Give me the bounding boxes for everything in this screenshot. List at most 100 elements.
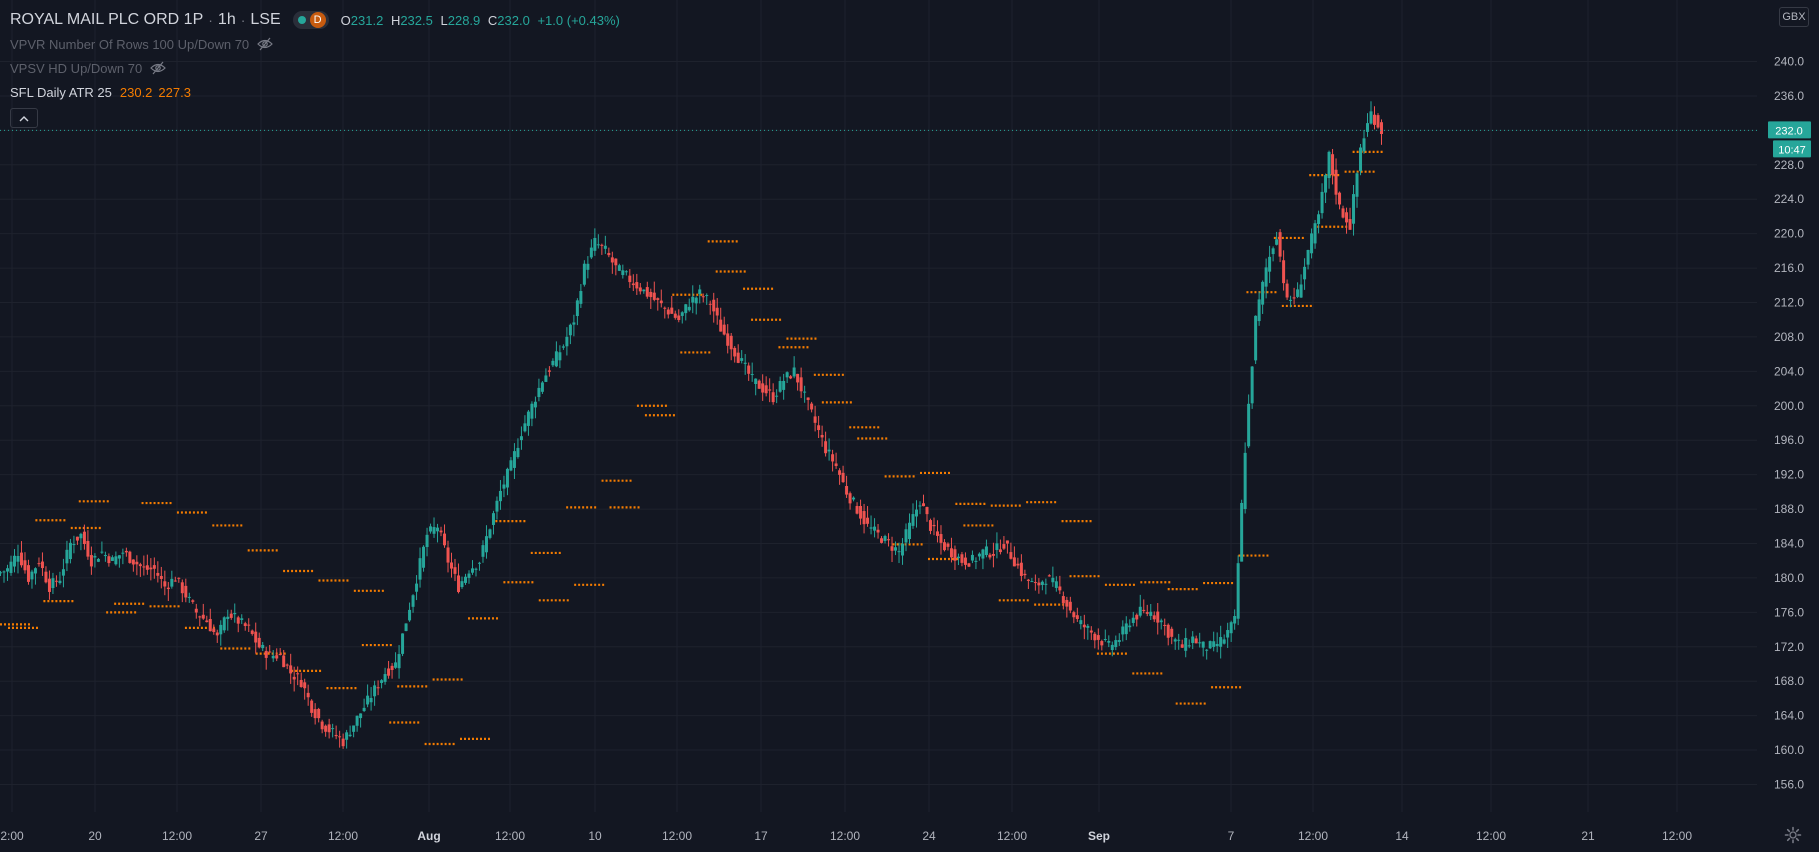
candle-body: [145, 565, 149, 570]
candle-body: [942, 542, 946, 551]
indicator-atr[interactable]: SFL Daily ATR 25 230.2 227.3: [10, 80, 624, 104]
close-label: C: [487, 12, 498, 28]
candle-body: [659, 300, 663, 304]
candle: [341, 733, 345, 749]
candle: [834, 452, 838, 469]
candle: [1163, 618, 1167, 636]
candle-body: [1310, 233, 1314, 254]
candle: [275, 648, 279, 662]
candle: [477, 561, 481, 571]
candle-body: [250, 630, 254, 634]
indicator-vpvr[interactable]: VPVR Number Of Rows 100 Up/Down 70: [10, 32, 624, 56]
candle: [191, 599, 195, 604]
eye-hidden-icon[interactable]: [150, 61, 167, 75]
candle: [362, 698, 366, 713]
open-label: O: [340, 12, 351, 28]
time-axis[interactable]: 2:00 20 12:00 27 12:00 Aug 12:00 10 12:00 17 12:00…: [0, 829, 1692, 843]
candle: [1278, 229, 1282, 263]
candle: [9, 555, 13, 576]
candle: [701, 293, 705, 303]
candle-body: [1093, 633, 1097, 641]
candle: [1089, 626, 1093, 640]
candle: [411, 594, 415, 613]
candle-body: [159, 575, 163, 579]
candle: [663, 306, 667, 319]
candle-body: [422, 546, 426, 568]
candle-body: [121, 552, 125, 554]
candle: [40, 552, 44, 576]
candle: [89, 546, 93, 575]
candle-body: [705, 295, 709, 297]
candle: [981, 548, 985, 570]
candle: [320, 719, 324, 734]
candle-body: [1117, 640, 1121, 642]
candle: [30, 569, 34, 589]
candle-body: [691, 296, 695, 303]
indicator-label: SFL Daily ATR 25: [10, 84, 112, 100]
candle-body: [1205, 649, 1209, 651]
candle-body: [401, 633, 405, 654]
candle-body: [1376, 115, 1380, 128]
candle: [838, 468, 842, 485]
candle-body: [12, 555, 16, 567]
candle: [292, 666, 296, 692]
candle: [443, 524, 447, 548]
currency-button[interactable]: GBX: [1779, 7, 1809, 27]
candle-body: [1086, 625, 1090, 628]
price-tick-label: 200.0: [1774, 399, 1804, 413]
candle: [1023, 569, 1027, 579]
market-open-dot-icon: [297, 16, 306, 24]
candle-body: [1040, 581, 1044, 585]
candle: [1285, 279, 1289, 300]
candle-body: [359, 713, 363, 719]
candle-body: [512, 451, 516, 468]
candle: [1373, 106, 1377, 130]
candle-body: [387, 668, 391, 676]
candle-body: [72, 544, 76, 546]
candle: [163, 570, 167, 596]
interval-label[interactable]: 1h: [217, 11, 236, 28]
candle: [352, 725, 356, 738]
candle: [453, 558, 457, 582]
candle-body: [876, 529, 880, 533]
candle-body: [324, 725, 328, 732]
candle-body: [1138, 606, 1142, 616]
candle-body: [1233, 616, 1237, 624]
candle: [425, 527, 429, 557]
candle-body: [925, 507, 929, 515]
candle-body: [264, 650, 268, 658]
candle-body: [68, 542, 72, 560]
collapse-legend-button[interactable]: [10, 108, 38, 128]
candle: [1054, 576, 1058, 592]
candle: [1173, 637, 1177, 650]
candle-body: [1131, 617, 1135, 623]
market-status-pill[interactable]: D: [292, 11, 329, 29]
last-price-label: 232.0: [1768, 121, 1811, 139]
bar-countdown: 10:47: [1778, 144, 1806, 156]
symbol-name[interactable]: ROYAL MAIL PLC ORD 1P: [10, 11, 204, 28]
candle-body: [425, 534, 429, 548]
candle: [960, 551, 964, 567]
candle: [5, 564, 9, 581]
candle: [1040, 580, 1044, 591]
candle-body: [436, 527, 440, 532]
eye-hidden-icon[interactable]: [257, 37, 274, 51]
indicator-vpsv[interactable]: VPSV HD Up/Down 70: [10, 56, 624, 80]
candle-body: [810, 403, 814, 410]
gear-icon[interactable]: [1784, 826, 1802, 844]
candle-body: [1170, 628, 1174, 637]
candle: [824, 431, 828, 457]
candle: [1254, 315, 1258, 365]
candle: [1282, 250, 1286, 291]
candle: [677, 309, 681, 323]
candle: [243, 621, 247, 631]
candle-body: [408, 609, 412, 621]
candle: [995, 532, 999, 559]
candle-body: [551, 360, 555, 366]
candle-body: [785, 372, 789, 378]
candle-body: [995, 543, 999, 550]
candle: [684, 303, 688, 321]
candle: [1212, 631, 1216, 652]
change-value: +1.0 (+0.43%): [537, 12, 620, 28]
